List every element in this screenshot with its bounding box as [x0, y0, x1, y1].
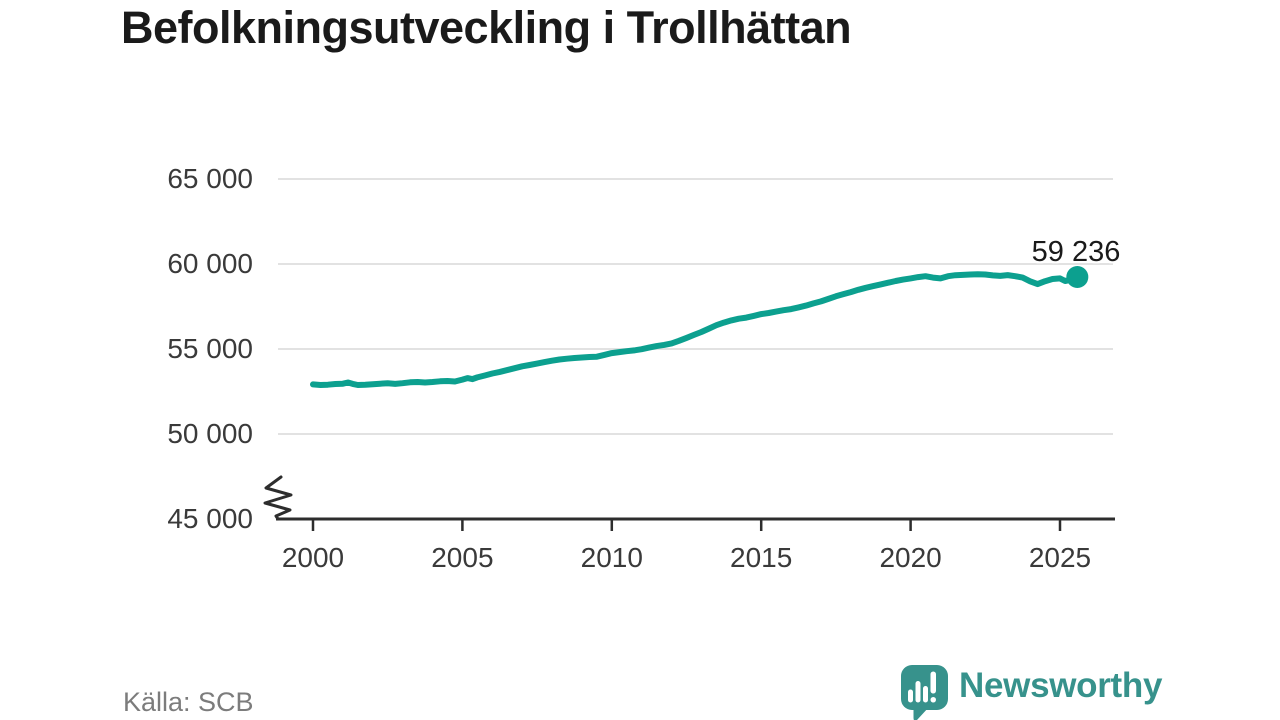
y-tick-label: 60 000 [167, 248, 253, 279]
x-tick-label: 2005 [431, 542, 494, 573]
population-line-series [310, 271, 1081, 388]
y-tick-label: 55 000 [167, 333, 253, 364]
x-tick-label: 2020 [879, 542, 942, 573]
x-tick-label: 2010 [580, 542, 643, 573]
source-caption: Källa: SCB [123, 687, 254, 717]
newsworthy-logo: Newsworthy [898, 663, 1162, 720]
x-tick-label: 2025 [1028, 542, 1092, 573]
exclamation-glyph [930, 671, 936, 703]
end-point-marker [1066, 265, 1089, 288]
newsworthy-logo-text: Newsworthy [959, 666, 1163, 705]
y-tick-label: 65 000 [167, 163, 253, 194]
newsworthy-speech-bubble-icon [901, 665, 948, 720]
y-tick-label: 50 000 [167, 418, 253, 449]
y-axis-break-icon [263, 475, 293, 521]
y-tick-label: 45 000 [167, 503, 253, 534]
x-tick-label: 2000 [281, 542, 345, 573]
end-value-label: 59 236 [1031, 236, 1121, 268]
bar-chart-glyph [908, 681, 928, 703]
chart-title: Befolkningsutveckling i Trollhättan [121, 2, 852, 53]
x-tick-label: 2015 [730, 542, 793, 573]
